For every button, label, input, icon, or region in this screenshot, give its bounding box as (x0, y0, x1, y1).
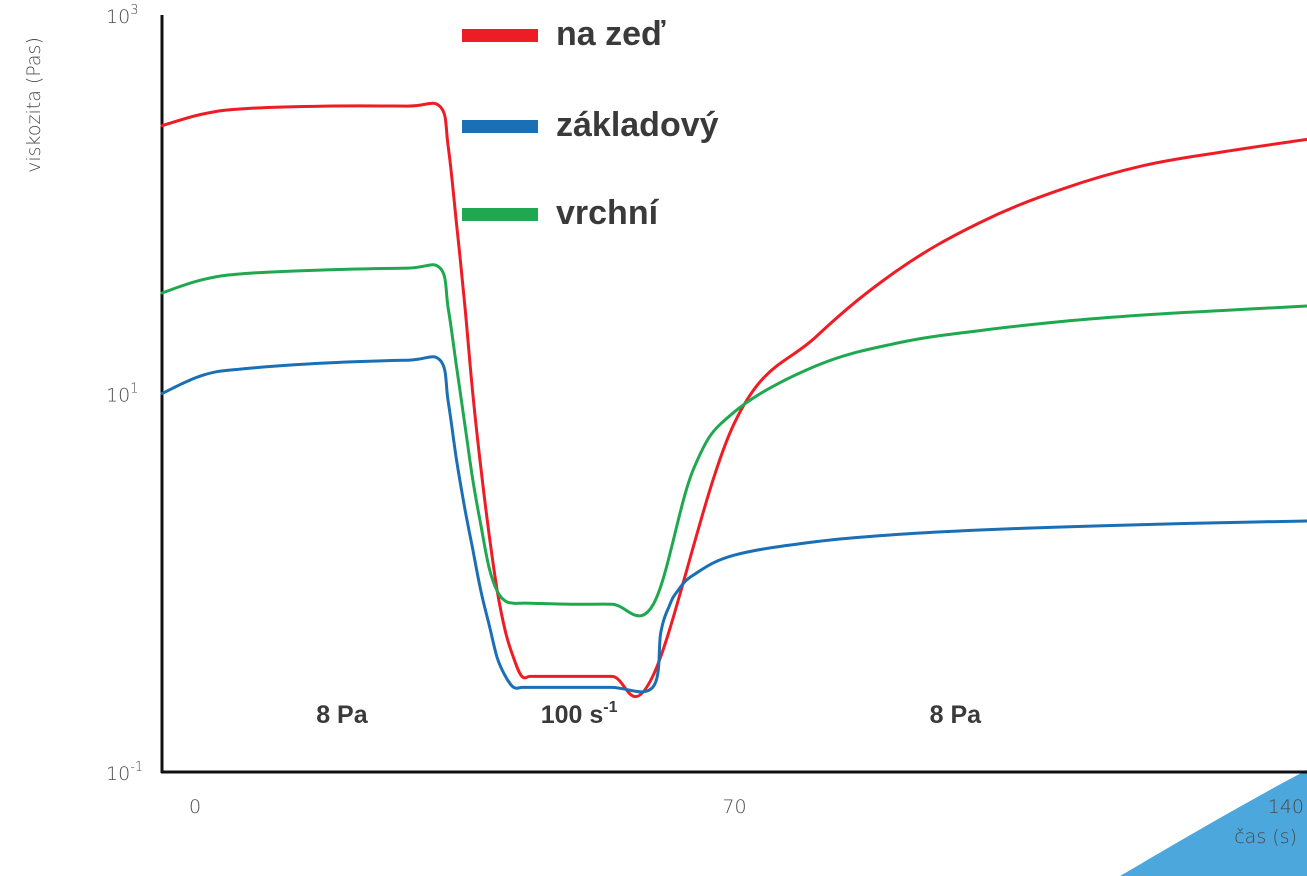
legend-swatch (462, 208, 538, 221)
series-line (160, 101, 1307, 699)
legend-swatch (462, 120, 538, 133)
phase-label: 8 Pa (930, 701, 983, 729)
phase-label: 100 s-1 (541, 699, 618, 729)
y-tick-label: 101 (106, 382, 138, 407)
legend-label: základový (556, 106, 719, 144)
y-axis-title: viskozita (Pas) (23, 37, 45, 173)
y-tick-label: 10-1 (106, 760, 143, 785)
legend-label: na zeď (556, 15, 666, 53)
series-line (160, 263, 1307, 618)
x-tick-label: 140 (1268, 796, 1304, 818)
legend-label: vrchní (556, 194, 660, 232)
y-tick-label: 103 (106, 3, 138, 28)
decorative-blue-swoosh (1120, 770, 1307, 876)
x-tick-label: 70 (722, 796, 746, 818)
series-line (160, 355, 1307, 694)
x-tick-label: 0 (189, 796, 201, 818)
legend-swatch (462, 29, 538, 42)
phase-label: 8 Pa (316, 701, 369, 729)
x-axis-title: čas (s) (1234, 826, 1297, 848)
